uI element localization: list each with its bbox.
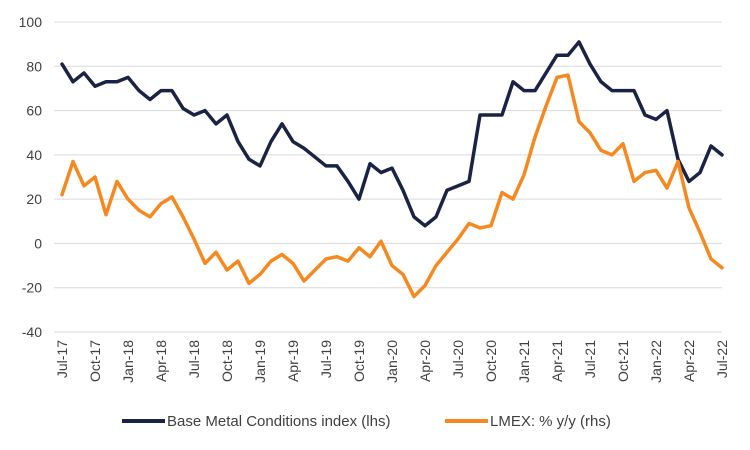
y-tick-label: -40 xyxy=(22,324,42,340)
x-tick-label: Jul-18 xyxy=(186,340,202,378)
x-axis: Jul-17 Oct-17 Jan-18 Apr-18 Jul-18 Oct-18 Jan-… xyxy=(54,340,730,383)
x-tick-label: Jan-21 xyxy=(516,340,532,383)
x-tick-label: Oct-18 xyxy=(219,340,235,382)
x-tick-label: Jan-22 xyxy=(648,340,664,383)
x-tick-label: Jan-19 xyxy=(252,340,268,383)
legend-label-1: Base Metal Conditions index (lhs) xyxy=(167,413,390,430)
x-tick-label: Jul-22 xyxy=(714,340,730,378)
x-tick-label: Jul-21 xyxy=(582,340,598,378)
x-tick-label: Apr-22 xyxy=(681,340,697,382)
x-tick-label: Oct-21 xyxy=(615,340,631,382)
x-tick-label: Apr-20 xyxy=(417,340,433,382)
series-line-1 xyxy=(60,40,724,228)
y-tick-label: 20 xyxy=(26,191,42,207)
x-tick-label: Jul-20 xyxy=(450,340,466,378)
x-tick-label: Oct-19 xyxy=(351,340,367,382)
series-line-2 xyxy=(60,73,724,299)
x-tick-label: Jan-18 xyxy=(120,340,136,383)
y-axis: -40 -20 0 20 40 60 80 100 xyxy=(19,14,43,340)
y-tick-label: -20 xyxy=(22,280,42,296)
y-tick-label: 40 xyxy=(26,147,42,163)
x-tick-label: Jul-19 xyxy=(318,340,334,378)
x-tick-label: Oct-20 xyxy=(483,340,499,382)
x-tick-label: Apr-19 xyxy=(285,340,301,382)
x-tick-label: Apr-18 xyxy=(153,340,169,382)
y-tick-label: 0 xyxy=(34,235,42,251)
x-tick-label: Oct-17 xyxy=(87,340,103,382)
y-tick-label: 80 xyxy=(26,58,42,74)
gridlines xyxy=(54,21,722,333)
legend-label-2: LMEX: % y/y (rhs) xyxy=(490,413,611,430)
x-tick-label: Apr-21 xyxy=(549,340,565,382)
x-tick-label: Jan-20 xyxy=(384,340,400,383)
y-tick-label: 100 xyxy=(19,14,43,30)
y-tick-label: 60 xyxy=(26,103,42,119)
legend: Base Metal Conditions index (lhs) LMEX: %… xyxy=(122,413,611,430)
series-lines xyxy=(60,40,724,299)
x-tick-label: Jul-17 xyxy=(54,340,70,378)
